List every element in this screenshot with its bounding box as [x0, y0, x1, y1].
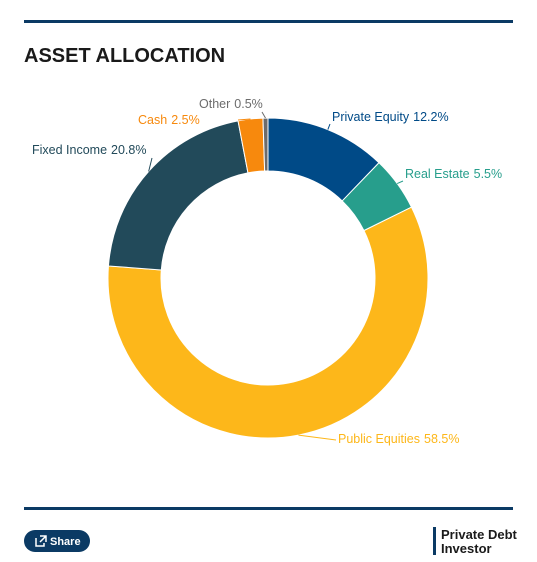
share-button[interactable]: Share: [24, 530, 90, 552]
slice-value: 20.8%: [111, 143, 146, 157]
slice-label: Real Estate 5.5%: [405, 167, 502, 181]
slice-value: 0.5%: [234, 97, 263, 111]
slice-label: Fixed Income 20.8%: [32, 143, 146, 157]
leader-line: [396, 180, 404, 185]
leader-line: [237, 118, 251, 121]
slice-name: Fixed Income: [32, 143, 107, 157]
slice-name: Cash: [138, 113, 167, 127]
share-label[interactable]: Share: [50, 536, 81, 548]
slice-label: Public Equities 58.5%: [338, 432, 459, 446]
slice-value: 2.5%: [171, 113, 200, 127]
slice-value: 5.5%: [474, 167, 503, 181]
slice-name: Real Estate: [405, 167, 470, 181]
logo-bar: [433, 527, 436, 555]
slice-name: Public Equities: [338, 432, 420, 446]
leader-line: [261, 111, 266, 119]
leader-line: [327, 123, 331, 130]
slice: [107, 206, 429, 439]
slice-label: Private Equity 12.2%: [332, 110, 449, 124]
leader-line: [148, 157, 153, 172]
chart-title: ASSET ALLOCATION: [24, 45, 225, 67]
leader-line: [298, 434, 337, 441]
logo-text: Private Debt: [441, 527, 518, 542]
slice-value: 12.2%: [413, 110, 448, 124]
slice-label: Cash 2.5%: [138, 113, 200, 127]
plot: Private Equity 12.2% Real Estate 5.5% Public…: [32, 97, 502, 446]
slice-label: Other 0.5%: [199, 97, 263, 111]
logo-text: Investor: [441, 541, 492, 556]
slice-name: Private Equity: [332, 110, 410, 124]
slice: [262, 117, 269, 172]
slice-value: 58.5%: [424, 432, 459, 446]
share-icon: [35, 535, 47, 547]
bottom-rule: [24, 507, 513, 510]
slice-name: Other: [199, 97, 230, 111]
top-rule: [24, 20, 513, 23]
